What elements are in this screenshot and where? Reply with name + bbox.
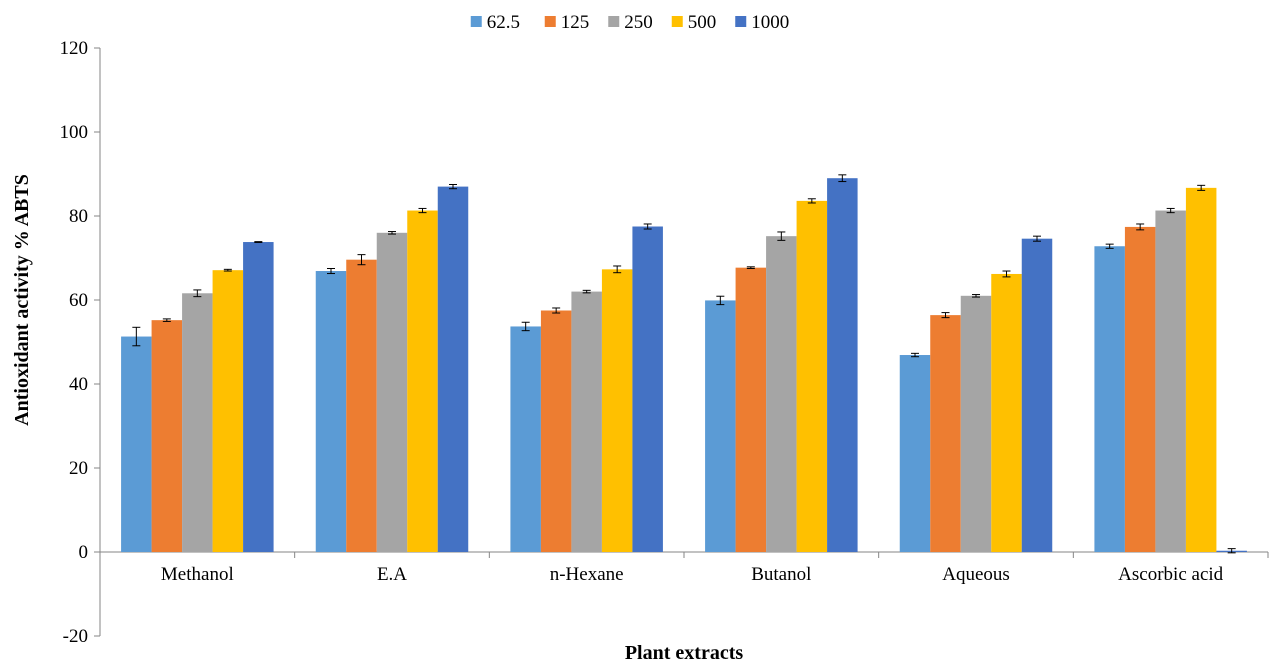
legend-label: 1000 <box>751 12 789 33</box>
bar <box>827 178 858 552</box>
legend-swatch <box>608 16 620 27</box>
bar <box>1124 226 1156 553</box>
bar <box>121 336 152 552</box>
bar <box>1021 238 1053 552</box>
bar <box>766 236 797 552</box>
bar <box>1185 187 1217 553</box>
bar <box>376 232 408 553</box>
legend-swatch <box>544 16 556 27</box>
x-tick-label: Butanol <box>751 564 811 585</box>
y-axis: -20 0 20 40 60 80 100 120 <box>60 38 101 647</box>
y-tick-label: 80 <box>69 206 88 227</box>
x-axis: Methanol E.A n-Hexane Butanol Aqueous Ascorbi… <box>99 551 1269 585</box>
bar <box>510 326 541 552</box>
bar <box>705 300 736 552</box>
legend-swatch <box>671 16 683 27</box>
legend-label: 62.5 <box>487 12 520 33</box>
bar <box>346 259 377 552</box>
bar <box>243 242 274 553</box>
bar <box>796 200 828 552</box>
x-tick-label: n-Hexane <box>550 564 624 585</box>
bar <box>407 210 438 553</box>
bar <box>437 186 469 552</box>
y-tick-label: 60 <box>69 290 88 311</box>
bar <box>991 273 1022 552</box>
bars <box>121 174 1247 554</box>
x-tick-label: Ascorbic acid <box>1118 564 1223 585</box>
bar <box>1094 246 1125 553</box>
bar <box>151 320 183 552</box>
x-tick-label: E.A <box>377 564 407 585</box>
y-tick-label: 120 <box>60 38 89 59</box>
bar <box>899 355 931 552</box>
x-tick-label: Aqueous <box>942 564 1010 585</box>
bar <box>1155 210 1186 553</box>
legend: 62.5 125 250 500 1000 <box>470 12 789 33</box>
legend-swatch <box>735 16 747 27</box>
bar <box>540 310 572 552</box>
x-tick-label: Methanol <box>161 564 234 585</box>
bar <box>735 267 767 552</box>
y-tick-label: 20 <box>69 458 88 479</box>
bar <box>960 295 992 552</box>
bar <box>212 270 244 552</box>
bar <box>632 226 663 552</box>
y-tick-label: -20 <box>63 626 88 647</box>
bar <box>315 271 347 552</box>
y-tick-label: 40 <box>69 374 88 395</box>
legend-label: 500 <box>688 12 717 33</box>
y-tick-label: 0 <box>79 542 89 563</box>
y-tick-label: 100 <box>60 122 89 143</box>
x-axis-title: Plant extracts <box>625 642 744 664</box>
bar <box>182 293 213 552</box>
bar <box>601 269 633 552</box>
legend-label: 125 <box>561 12 590 33</box>
bar <box>930 315 961 552</box>
bar <box>571 291 602 552</box>
legend-swatch <box>470 16 482 27</box>
y-axis-title: Antioxidant activity % ABTS <box>11 174 33 426</box>
legend-label: 250 <box>624 12 653 33</box>
